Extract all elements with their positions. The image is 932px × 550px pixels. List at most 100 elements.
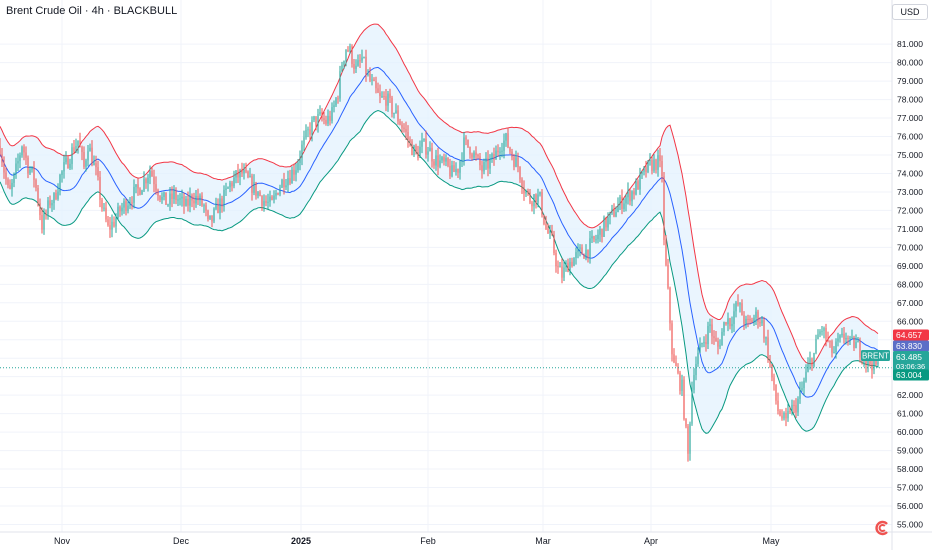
- candle-body: [9, 185, 11, 189]
- candle-body: [473, 152, 475, 158]
- x-tick-label: Nov: [54, 536, 71, 546]
- y-tick-label: 76.000: [897, 132, 923, 142]
- candle-body: [697, 352, 699, 365]
- candle-body: [525, 190, 527, 194]
- candle-body: [387, 93, 389, 106]
- candle-body: [135, 184, 137, 187]
- candle-body: [781, 415, 783, 419]
- candle-body: [83, 152, 85, 167]
- candle-body: [231, 182, 233, 187]
- candle-body: [113, 221, 115, 227]
- candle-body: [707, 325, 709, 345]
- candle-body: [827, 338, 829, 342]
- candle-body: [431, 147, 433, 162]
- candle-body: [565, 263, 567, 268]
- candle-body: [787, 410, 789, 419]
- candle-body: [253, 182, 255, 193]
- candle-body: [289, 178, 291, 184]
- candle-body: [261, 195, 263, 206]
- candle-body: [505, 133, 507, 141]
- candle-body: [29, 169, 31, 174]
- candle-body: [225, 188, 227, 190]
- candle-body: [371, 79, 373, 81]
- candle-body: [613, 208, 615, 217]
- candle-body: [617, 205, 619, 213]
- candle-body: [133, 186, 135, 203]
- candle-body: [297, 162, 299, 171]
- candle-body: [545, 223, 547, 229]
- candle-body: [347, 49, 349, 52]
- candle-body: [13, 173, 15, 183]
- candle-body: [43, 213, 45, 230]
- candle-body: [221, 198, 223, 207]
- candle-body: [71, 147, 73, 164]
- candle-body: [269, 196, 271, 202]
- candle-body: [735, 302, 737, 312]
- candle-body: [229, 182, 231, 188]
- y-tick-label: 55.000: [897, 519, 923, 529]
- candle-body: [197, 195, 199, 201]
- y-tick-label: 74.000: [897, 168, 923, 178]
- candle-body: [661, 161, 663, 177]
- candle-body: [673, 354, 675, 363]
- candle-body: [51, 203, 53, 206]
- tradingview-logo-icon: [875, 520, 888, 536]
- candle-body: [245, 169, 247, 172]
- candle-body: [469, 146, 471, 155]
- candle-body: [747, 318, 749, 320]
- candle-body: [557, 266, 559, 268]
- candle-body: [209, 215, 211, 219]
- candle-body: [667, 264, 669, 288]
- candle-body: [69, 163, 71, 169]
- candle-body: [689, 423, 691, 454]
- y-tick-label: 70.000: [897, 242, 923, 252]
- price-scale-bg: [892, 0, 932, 550]
- candle-body: [391, 97, 393, 114]
- candle-body: [873, 355, 875, 371]
- candle-body: [37, 188, 39, 203]
- candle-body: [637, 181, 639, 190]
- candle-body: [67, 157, 69, 169]
- candle-body: [501, 150, 503, 152]
- candle-body: [549, 230, 551, 233]
- candle-body: [675, 362, 677, 367]
- candle-body: [651, 160, 653, 171]
- y-tick-label: 72.000: [897, 205, 923, 215]
- candle-body: [649, 160, 651, 162]
- candle-body: [373, 79, 375, 82]
- candle-body: [441, 157, 443, 161]
- candle-body: [589, 238, 591, 257]
- candle-body: [499, 151, 501, 153]
- candle-body: [779, 410, 781, 416]
- candle-body: [25, 152, 27, 158]
- candle-body: [693, 375, 695, 390]
- candle-body: [531, 202, 533, 207]
- candle-body: [65, 157, 67, 163]
- candle-body: [463, 137, 465, 160]
- candle-body: [267, 201, 269, 203]
- last-price-value: 63.485: [896, 352, 922, 362]
- candle-body: [619, 196, 621, 206]
- candle-body: [337, 98, 339, 100]
- currency-button[interactable]: USD: [892, 4, 928, 20]
- candle-body: [595, 239, 597, 241]
- candle-body: [837, 338, 839, 342]
- chart-title: Brent Crude Oil · 4h · BLACKBULL: [6, 5, 178, 17]
- candle-body: [121, 207, 123, 212]
- candle-body: [725, 322, 727, 325]
- y-tick-label: 57.000: [897, 483, 923, 493]
- candle-body: [89, 147, 91, 152]
- candle-body: [343, 60, 345, 66]
- y-tick-label: 71.000: [897, 224, 923, 234]
- y-tick-label: 66.000: [897, 316, 923, 326]
- candle-body: [755, 311, 757, 318]
- candle-body: [163, 192, 165, 197]
- candle-body: [349, 45, 351, 52]
- candle-body: [421, 140, 423, 147]
- candle-body: [345, 49, 347, 61]
- candle-body: [265, 201, 267, 203]
- candle-body: [101, 199, 103, 209]
- upper-band-label: 64.657: [896, 330, 922, 340]
